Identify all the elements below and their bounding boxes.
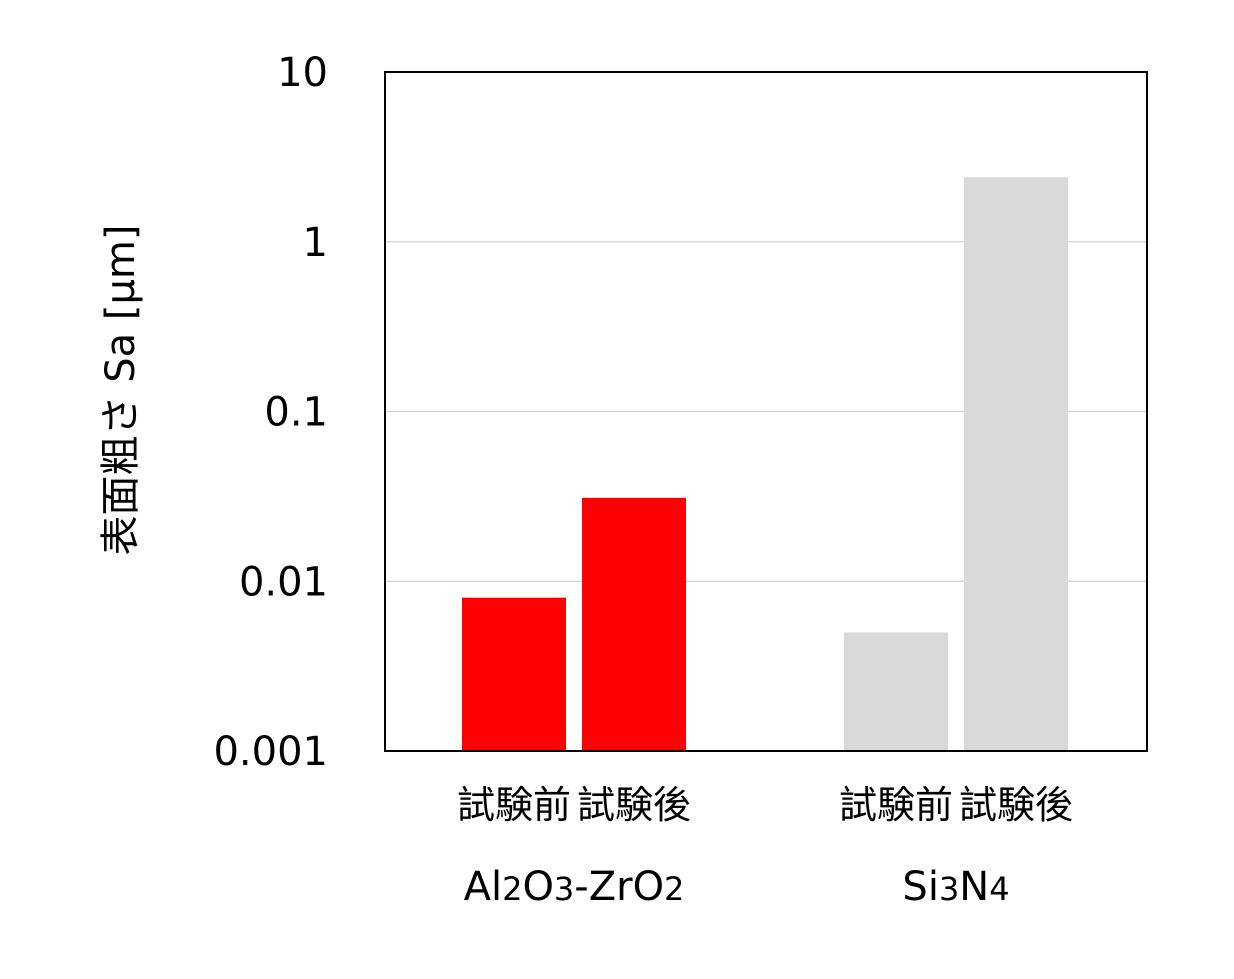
x-category-label: 試験前	[839, 783, 953, 827]
y-tick-label: 0.1	[264, 390, 328, 436]
x-category-labels: 試験前 試験後 試験前 試験後	[457, 783, 1073, 827]
x-category-label: 試験前	[457, 783, 571, 827]
x-category-label: 試験後	[959, 783, 1073, 827]
y-tick-label: 0.001	[213, 729, 328, 775]
plot-area-frame	[384, 71, 1148, 752]
bar	[462, 597, 566, 751]
y-tick-label: 1	[303, 220, 328, 266]
y-tick-label: 10	[277, 50, 328, 96]
bar	[582, 497, 686, 751]
x-group-label: Si3N4	[902, 864, 1009, 910]
y-axis-ticks: 0.001 0.01 0.1 1 10	[213, 50, 328, 775]
y-tick-label: 0.01	[239, 559, 328, 605]
x-group-label: Al2O3-ZrO2	[464, 864, 685, 910]
bar	[844, 632, 948, 751]
x-category-label: 試験後	[577, 783, 691, 827]
bar	[964, 177, 1068, 752]
y-axis-label: 表面粗さ Sa [μm]	[98, 225, 144, 556]
x-group-labels: Al2O3-ZrO2 Si3N4	[464, 864, 1010, 910]
bars	[462, 177, 1068, 752]
